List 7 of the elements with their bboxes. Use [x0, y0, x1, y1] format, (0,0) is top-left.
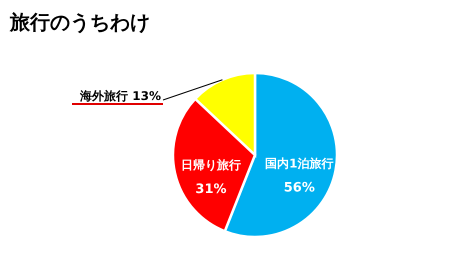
slice-label: 日帰り旅行	[180, 158, 241, 172]
data-label: 31%	[195, 182, 227, 197]
chart-title: 旅行のうちわけ	[9, 10, 150, 34]
slice-label: 海外旅行	[80, 89, 128, 103]
slice-label: 国内1泊旅行	[265, 156, 334, 170]
data-label: 56%	[284, 180, 315, 196]
data-label: 13%	[132, 89, 161, 103]
